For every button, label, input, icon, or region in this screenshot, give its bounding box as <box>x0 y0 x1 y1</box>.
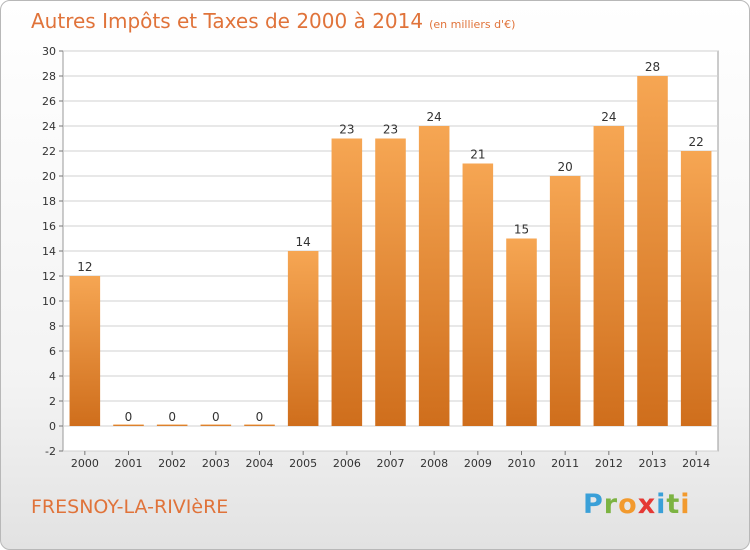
bar <box>418 126 450 426</box>
bar <box>200 424 232 426</box>
y-tick-label: 10 <box>42 295 56 308</box>
bar-value-label: 21 <box>470 148 485 162</box>
logo-letter: i <box>680 489 691 520</box>
y-tick-label: 8 <box>49 320 56 333</box>
y-tick-label: 16 <box>42 220 56 233</box>
bar <box>462 163 494 426</box>
chart-title-text: Autres Impôts et Taxes de 2000 à 2014 <box>31 9 424 33</box>
x-tick-label: 2004 <box>246 457 274 470</box>
bar-value-label: 0 <box>256 410 264 424</box>
x-tick-label: 2013 <box>639 457 667 470</box>
x-tick-label: 2000 <box>71 457 99 470</box>
bar-value-label: 0 <box>125 410 133 424</box>
logo-letter: x <box>637 489 657 520</box>
bar <box>331 138 363 426</box>
logo-letter: r <box>603 489 619 520</box>
x-tick-label: 2002 <box>158 457 186 470</box>
logo-letter: o <box>618 489 638 520</box>
bar <box>69 276 101 426</box>
bar <box>593 126 625 426</box>
logo-letter: t <box>666 489 681 520</box>
x-tick-label: 2011 <box>551 457 579 470</box>
y-tick-label: 22 <box>42 145 56 158</box>
bar-value-label: 28 <box>645 60 660 74</box>
chart-subtitle: (en milliers d'€) <box>429 18 516 31</box>
bar-value-label: 24 <box>601 110 616 124</box>
bar-value-label: 15 <box>514 223 529 237</box>
x-tick-label: 2008 <box>420 457 448 470</box>
chart-title: Autres Impôts et Taxes de 2000 à 2014 (en… <box>31 9 515 33</box>
y-tick-label: -2 <box>45 445 56 458</box>
x-tick-label: 2014 <box>682 457 710 470</box>
bar <box>549 176 581 426</box>
bar <box>287 251 319 426</box>
x-tick-label: 2007 <box>377 457 405 470</box>
y-tick-label: 20 <box>42 170 56 183</box>
x-tick-label: 2012 <box>595 457 623 470</box>
x-tick-label: 2010 <box>508 457 536 470</box>
y-tick-label: 30 <box>42 45 56 58</box>
bar <box>506 238 537 426</box>
y-tick-label: 4 <box>49 370 56 383</box>
y-tick-label: 28 <box>42 70 56 83</box>
bar-value-label: 14 <box>296 235 311 249</box>
x-tick-label: 2006 <box>333 457 361 470</box>
y-tick-label: 6 <box>49 345 56 358</box>
bar-value-label: 0 <box>168 410 176 424</box>
y-tick-label: 14 <box>42 245 56 258</box>
logo-letter: i <box>656 489 667 520</box>
bar <box>375 138 406 426</box>
bar <box>156 424 188 426</box>
bar <box>113 424 144 426</box>
bar-value-label: 23 <box>383 123 398 137</box>
logo-letter: P <box>583 489 604 520</box>
proxiti-logo: Proxiti <box>583 489 691 520</box>
bar-value-label: 23 <box>339 123 354 137</box>
bar-value-label: 12 <box>77 260 92 274</box>
x-tick-label: 2001 <box>115 457 143 470</box>
commune-name: FRESNOY-LA-RIVIèRE <box>31 496 229 518</box>
y-tick-label: 12 <box>42 270 56 283</box>
y-tick-label: 26 <box>42 95 56 108</box>
x-tick-label: 2003 <box>202 457 230 470</box>
bar-value-label: 22 <box>689 135 704 149</box>
x-tick-label: 2009 <box>464 457 492 470</box>
y-tick-label: 0 <box>49 420 56 433</box>
bar <box>244 424 275 426</box>
bar <box>637 76 668 426</box>
y-tick-label: 2 <box>49 395 56 408</box>
bar-value-label: 24 <box>427 110 442 124</box>
y-tick-label: 24 <box>42 120 56 133</box>
x-tick-label: 2005 <box>289 457 317 470</box>
bar-value-label: 0 <box>212 410 220 424</box>
bar-value-label: 20 <box>558 160 573 174</box>
y-tick-label: 18 <box>42 195 56 208</box>
bar <box>680 151 712 426</box>
